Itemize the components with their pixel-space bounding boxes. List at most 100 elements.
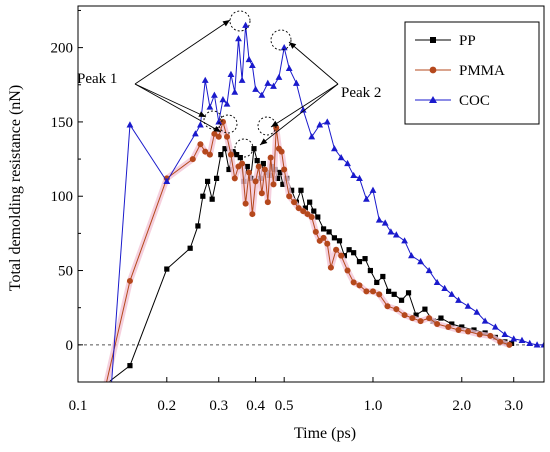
peak1-arrow-pmma [134,83,207,118]
y-tick-label: 0 [66,338,74,354]
data-point [533,341,541,348]
x-axis-title: Time (ps) [294,425,356,442]
data-point [344,159,351,167]
data-point [277,169,283,176]
data-point [189,156,196,163]
x-tick-label: 0.4 [246,398,265,414]
data-point [408,252,415,259]
data-point [448,290,456,297]
data-point [210,91,218,98]
series-pp [108,146,515,382]
plot-frame [77,5,545,383]
data-point [391,291,397,297]
data-point [298,187,304,193]
data-point [487,332,494,339]
data-point [239,160,246,167]
x-tick-label: 0.2 [157,398,176,414]
data-point [242,200,249,207]
data-point [219,96,227,103]
annotation-peak-1: Peak 1 [77,71,117,87]
data-point [375,216,383,223]
data-point [211,130,218,137]
y-tick-label: 200 [51,41,74,57]
data-point [540,341,544,348]
data-point [218,152,224,158]
y-tick-label: 50 [58,264,73,280]
data-point [369,186,377,193]
data-point [350,279,357,286]
legend-marker [429,96,437,103]
data-point [202,148,209,155]
data-point [270,181,277,188]
data-point [422,306,428,312]
legend-box [404,21,540,125]
data-point [201,76,209,83]
data-point [376,291,383,298]
data-point [386,288,392,294]
data-point [227,70,235,77]
y-tick-label: 100 [51,189,74,205]
data-point [238,76,246,83]
data-point [255,163,262,170]
data-point [311,208,317,214]
data-point [501,330,509,338]
data-point [222,146,228,152]
data-point [327,264,334,271]
peak1-arrow-pp-head [213,125,221,132]
data-point [438,315,444,321]
data-point [434,321,441,328]
data-point [336,238,343,244]
data-point [275,73,283,80]
peak2-arrow-pmma [270,83,339,128]
data-point [244,163,250,170]
data-point [127,363,133,369]
series-pmma [103,118,513,382]
data-point [164,266,170,272]
data-point [363,288,370,295]
x-tick-label: 0.5 [275,398,294,414]
data-point [258,91,266,98]
data-point [237,154,243,161]
data-point [308,214,315,221]
data-point [280,181,286,187]
peak1-arrow-coc [134,19,231,85]
data-point [270,82,277,89]
legend-marker [429,66,437,74]
legend-marker [430,37,436,43]
data-point [351,250,357,256]
data-point [491,323,499,330]
data-point [312,228,319,235]
series-line-halo [103,118,511,382]
data-point [455,326,462,333]
data-point [405,290,412,296]
data-point [518,336,526,343]
data-point [392,231,400,238]
data-point [320,226,327,232]
data-point [380,273,386,280]
data-point [245,55,253,63]
data-point [292,79,300,86]
data-point [417,258,424,265]
data-point [369,288,376,295]
data-point [206,151,213,158]
data-point [200,193,206,199]
data-point [307,199,313,205]
peak-circle-coc-1 [229,10,251,32]
data-point [204,178,211,184]
data-point [449,321,455,327]
data-point [401,312,408,319]
data-point [476,331,483,338]
peak-circle-pp-1 [218,114,238,134]
annotation-peak-2: Peak 2 [341,85,381,101]
data-point [356,259,363,265]
data-point [286,193,293,200]
data-point [323,118,331,125]
data-point [445,324,452,331]
data-point [374,279,380,286]
peak1-arrow-pp [134,83,222,133]
data-point [187,245,193,251]
data-point [315,214,321,220]
data-point [278,148,285,155]
data-point [258,190,265,197]
